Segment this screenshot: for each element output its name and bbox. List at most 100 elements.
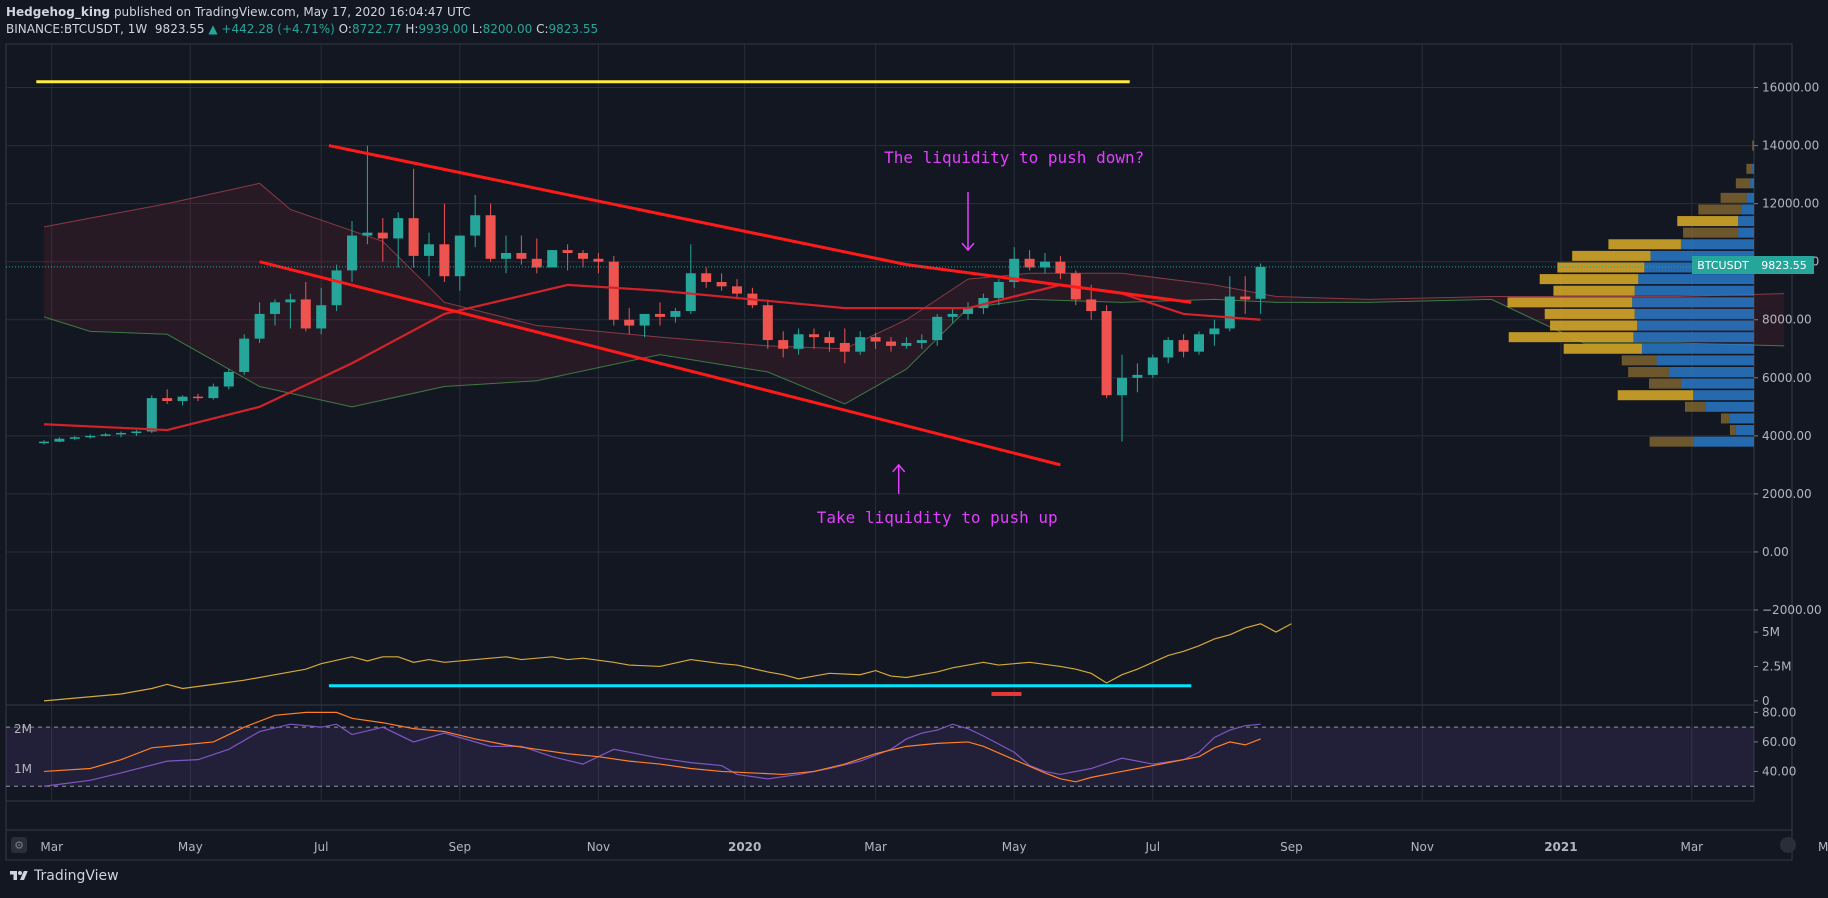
candle-body bbox=[39, 441, 49, 444]
vp-bar-buy bbox=[1617, 390, 1694, 401]
time-tick-label: 2020 bbox=[728, 840, 761, 854]
author-name[interactable]: Hedgehog_king bbox=[6, 5, 111, 19]
candle-body bbox=[1240, 296, 1251, 300]
open-label: O: bbox=[338, 22, 352, 36]
vp-bar-sell bbox=[1750, 178, 1754, 189]
rsi-tick-label: 60.00 bbox=[1762, 735, 1796, 749]
vp-bar-buy bbox=[1649, 378, 1681, 389]
candle-body bbox=[993, 282, 1004, 298]
rsi-panel: 2M 1M bbox=[6, 711, 1754, 787]
candle-body bbox=[531, 258, 542, 268]
candle-body bbox=[177, 396, 188, 402]
price-tick-label: 4000.00 bbox=[1762, 429, 1812, 443]
gear-icon: ⚙ bbox=[14, 839, 24, 852]
candle-body bbox=[1009, 258, 1020, 283]
overlays: The liquidity to push down? Take liquidit… bbox=[6, 80, 1754, 527]
arrow-head bbox=[961, 242, 975, 252]
candle-body bbox=[562, 250, 573, 253]
chart-header: Hedgehog_king published on TradingView.c… bbox=[6, 4, 598, 38]
candle-body bbox=[1040, 261, 1050, 268]
candle-body bbox=[146, 398, 157, 432]
vp-bar-sell bbox=[1637, 320, 1754, 331]
rsi-band bbox=[6, 727, 1754, 787]
vp-bar-sell bbox=[1633, 332, 1754, 343]
high-label: H: bbox=[405, 22, 419, 36]
auto-scale-button[interactable] bbox=[1780, 837, 1796, 853]
grid bbox=[6, 44, 1754, 801]
footer: TradingView bbox=[10, 868, 119, 884]
time-tick-label: Jul bbox=[1145, 840, 1160, 854]
candle-body bbox=[916, 340, 927, 343]
candle-body bbox=[685, 273, 696, 312]
price-tick-label: 0.00 bbox=[1762, 545, 1789, 559]
price-tick-label: 8000.00 bbox=[1762, 313, 1812, 327]
symbol-label[interactable]: BINANCE:BTCUSDT, 1W bbox=[6, 22, 148, 36]
candle-body bbox=[393, 218, 404, 239]
vp-bar-sell bbox=[1729, 413, 1754, 424]
vp-bar-sell bbox=[1650, 250, 1754, 261]
obv-tick-label: 0 bbox=[1762, 694, 1770, 708]
time-tick-label: Mar bbox=[864, 840, 887, 854]
time-tick-label: Sep bbox=[1280, 840, 1303, 854]
candle-body bbox=[1101, 311, 1112, 396]
published-text: published on TradingView.com, May 17, 20… bbox=[113, 5, 471, 19]
vp-bar-buy bbox=[1507, 297, 1633, 308]
low-label: L: bbox=[471, 22, 483, 36]
candle-body bbox=[285, 299, 296, 303]
price-change: ▲ +442.28 (+4.71%) bbox=[208, 22, 335, 36]
time-tick-label: 2021 bbox=[1544, 840, 1577, 854]
close-label: C: bbox=[536, 22, 549, 36]
candle-body bbox=[870, 337, 881, 342]
vp-bar-sell bbox=[1634, 285, 1754, 296]
vp-bar-sell bbox=[1735, 425, 1754, 436]
candle-body bbox=[347, 235, 357, 271]
candle-body bbox=[732, 286, 742, 294]
price-tag-symbol: BTCUSDT bbox=[1697, 259, 1749, 272]
vp-bar-buy bbox=[1550, 320, 1638, 331]
vp-bar-buy bbox=[1752, 140, 1754, 151]
arrow-head bbox=[892, 463, 906, 473]
candle-body bbox=[1024, 258, 1035, 268]
candle-body bbox=[1163, 340, 1174, 358]
price-tick-label: 2000.00 bbox=[1762, 487, 1812, 501]
candle-body bbox=[639, 313, 650, 326]
ichimoku-cloud bbox=[43, 182, 1785, 408]
last-price: 9823.55 bbox=[154, 22, 205, 36]
brand-name[interactable]: TradingView bbox=[34, 868, 119, 884]
candle-body bbox=[1086, 299, 1097, 312]
vp-bar-sell bbox=[1752, 163, 1754, 174]
candle-body bbox=[593, 258, 604, 262]
vp-bar-sell bbox=[1632, 297, 1754, 308]
candle-body bbox=[670, 311, 681, 317]
settings-button[interactable]: ⚙ bbox=[11, 837, 27, 853]
price-axis[interactable]: 16000.0014000.0012000.0010000.008000.006… bbox=[1754, 81, 1822, 779]
candle-body bbox=[131, 431, 142, 433]
candle-body bbox=[454, 235, 465, 277]
vp-bar-sell bbox=[1738, 216, 1754, 227]
high-value: 9939.00 bbox=[418, 22, 469, 36]
candle-body bbox=[886, 341, 896, 346]
candle-body bbox=[793, 334, 804, 349]
candle-body bbox=[824, 337, 835, 343]
candle-body bbox=[316, 305, 327, 329]
candle-body bbox=[608, 261, 619, 320]
candle-body bbox=[485, 215, 496, 259]
obv-panel bbox=[43, 623, 1292, 702]
low-value: 8200.00 bbox=[482, 22, 533, 36]
candle-body bbox=[408, 218, 419, 256]
obv-panel-border bbox=[5, 609, 1755, 706]
candle-body bbox=[424, 244, 434, 256]
vp-bar-buy bbox=[1720, 413, 1730, 424]
price-tick-label: 14000.00 bbox=[1762, 139, 1819, 153]
ohlc-line: BINANCE:BTCUSDT, 1W 9823.55 ▲ +442.28 (+… bbox=[6, 21, 598, 38]
time-axis[interactable]: Mar May Jul Sep Nov 2020 Mar May Jul Sep Nov 2021 Ma… bbox=[40, 840, 1828, 854]
vp-bar-buy bbox=[1539, 274, 1639, 285]
candle-body bbox=[901, 342, 912, 346]
vp-bar-buy bbox=[1683, 227, 1739, 238]
candle-body bbox=[716, 282, 727, 287]
candle-body bbox=[54, 438, 65, 442]
candle-body bbox=[701, 273, 712, 283]
obv-tick-label: 5M bbox=[1762, 625, 1780, 639]
candle-body bbox=[85, 435, 96, 438]
